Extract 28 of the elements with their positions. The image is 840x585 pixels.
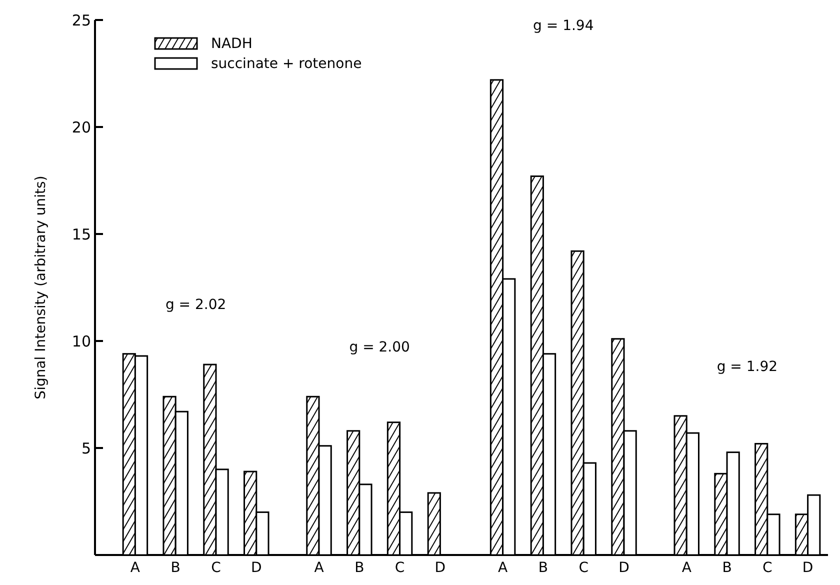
x-tick-label: C xyxy=(762,560,773,576)
x-tick-label: D xyxy=(802,560,814,576)
x-tick-label: A xyxy=(498,560,508,576)
x-tick-label: B xyxy=(170,560,180,576)
x-tick-label: C xyxy=(578,560,589,576)
legend-label: succinate + rotenone xyxy=(211,56,362,72)
x-tick-label: C xyxy=(211,560,222,576)
x-tick-label: D xyxy=(434,560,446,576)
y-tick-label: 20 xyxy=(72,118,91,136)
x-tick-label: A xyxy=(130,560,140,576)
x-tick-label: B xyxy=(722,560,732,576)
x-tick-label: B xyxy=(354,560,364,576)
x-tick-label: B xyxy=(538,560,548,576)
y-tick-label: 5 xyxy=(81,439,91,458)
annotation: g = 1.94 xyxy=(533,18,594,34)
y-axis-title: Signal Intensity (arbitrary units) xyxy=(33,176,49,400)
annotation: g = 2.00 xyxy=(349,340,410,356)
annotation: g = 2.02 xyxy=(165,296,226,313)
x-tick-label: C xyxy=(394,560,405,576)
x-tick-label: D xyxy=(250,560,262,576)
y-tick-label: 15 xyxy=(72,225,91,244)
y-tick-label: 10 xyxy=(72,332,91,350)
x-tick-label: A xyxy=(314,560,324,576)
legend-label: NADH xyxy=(211,36,252,52)
x-tick-label: A xyxy=(682,560,692,576)
y-tick-label: 25 xyxy=(72,11,91,30)
annotation: g = 1.92 xyxy=(716,358,778,375)
x-tick-label: D xyxy=(618,560,630,576)
